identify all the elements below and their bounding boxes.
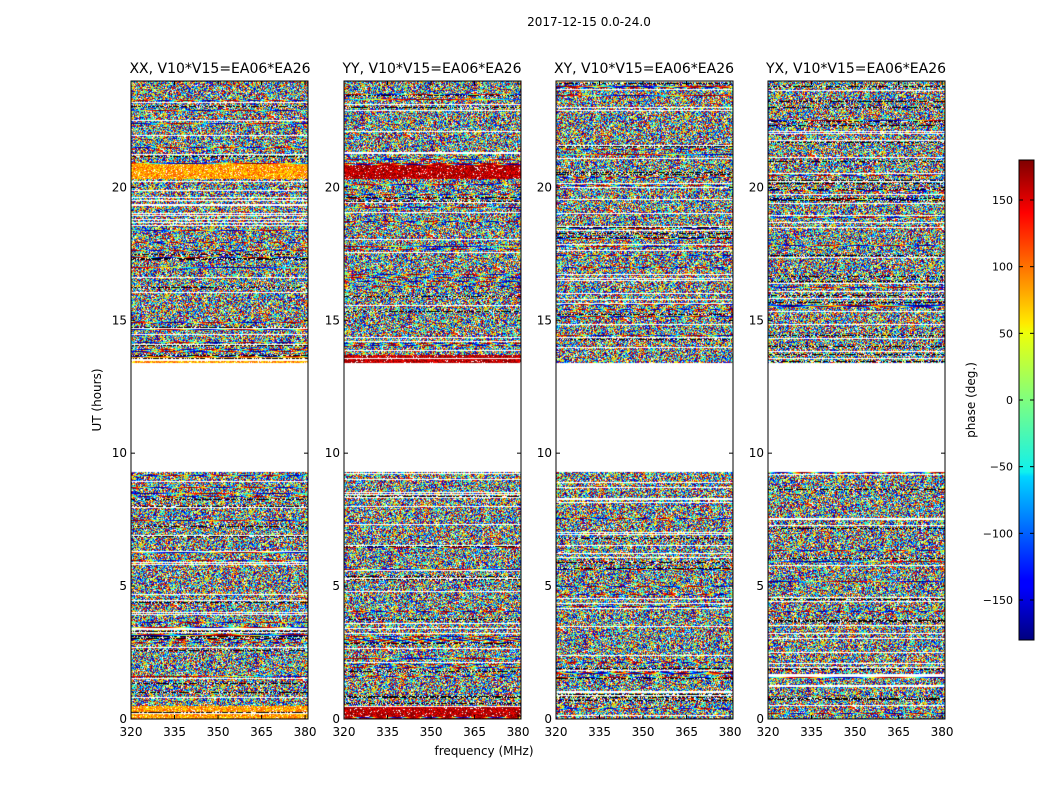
x-tick-label: 380 [719, 725, 742, 739]
y-tick-label: 0 [544, 712, 552, 726]
y-tick-label: 20 [325, 180, 340, 194]
x-tick-label: 380 [294, 725, 317, 739]
panel-title-yy: YY, V10*V15=EA06*EA26 [342, 61, 522, 77]
axes-frame [767, 80, 946, 720]
y-tick-label: 0 [756, 712, 764, 726]
x-axis-label: frequency (MHz) [434, 744, 533, 758]
x-tick-label: 320 [120, 725, 143, 739]
x-tick-label: 365 [675, 725, 698, 739]
panel-title-xy: XY, V10*V15=EA06*EA26 [554, 61, 734, 77]
y-tick-label: 20 [749, 180, 764, 194]
y-tick-label: 10 [749, 446, 764, 460]
y-tick-label: 5 [756, 579, 764, 593]
axes-frame [343, 80, 522, 720]
y-tick-label: 15 [112, 313, 127, 327]
colorbar-label: phase (deg.) [964, 362, 978, 438]
waterfall-image-xy [556, 81, 733, 719]
axes-frame [555, 80, 734, 720]
waterfall-image-yy [344, 81, 521, 719]
x-tick-label: 350 [844, 725, 867, 739]
colorbar-tick-label: 0 [1006, 394, 1013, 407]
waterfall-image-yx [768, 81, 945, 719]
colorbar-tick-label: −150 [983, 594, 1013, 607]
y-tick-label: 15 [537, 313, 552, 327]
y-tick-label: 0 [119, 712, 127, 726]
colorbar-tick-label: −50 [990, 461, 1013, 474]
x-tick-label: 380 [507, 725, 530, 739]
colorbar-tick-label: 100 [992, 261, 1013, 274]
x-tick-label: 335 [163, 725, 186, 739]
panel-xy: XY, V10*V15=EA06*EA26 320 335 350 365 380 0 5 1… [537, 61, 742, 739]
suptitle: 2017-12-15 0.0-24.0 [527, 15, 651, 29]
y-tick-label: 15 [325, 313, 340, 327]
y-tick-label: 5 [544, 579, 552, 593]
panel-title-xx: XX, V10*V15=EA06*EA26 [129, 61, 310, 77]
panel-title-yx: YX, V10*V15=EA06*EA26 [765, 61, 946, 77]
y-axis-label: UT (hours) [90, 368, 104, 431]
colorbar: phase (deg.) 150 100 50 0 −50 −100 −150 [964, 159, 1035, 641]
y-tick-label: 10 [112, 446, 127, 460]
y-tick-label: 5 [332, 579, 340, 593]
y-tick-label: 20 [112, 180, 127, 194]
x-tick-label: 365 [463, 725, 486, 739]
y-tick-label: 15 [749, 313, 764, 327]
axes-frame [130, 80, 309, 720]
panel-yx: YX, V10*V15=EA06*EA26 320 335 350 365 380 0 5 1… [749, 61, 954, 739]
y-tick-label: 10 [537, 446, 552, 460]
x-tick-label: 350 [420, 725, 443, 739]
colorbar-tick-label: 50 [999, 327, 1013, 340]
x-tick-label: 365 [250, 725, 273, 739]
y-tick-label: 20 [537, 180, 552, 194]
colorbar-tick-label: −100 [983, 527, 1013, 540]
y-tick-label: 10 [325, 446, 340, 460]
x-tick-label: 335 [588, 725, 611, 739]
x-tick-label: 350 [632, 725, 655, 739]
x-tick-label: 380 [931, 725, 954, 739]
x-tick-label: 365 [887, 725, 910, 739]
waterfall-image-xx [131, 81, 308, 719]
x-tick-label: 320 [545, 725, 568, 739]
colorbar-tick-label: 150 [992, 194, 1013, 207]
x-tick-label: 335 [376, 725, 399, 739]
x-tick-label: 350 [207, 725, 230, 739]
y-tick-label: 0 [332, 712, 340, 726]
x-tick-label: 320 [333, 725, 356, 739]
panel-yy: YY, V10*V15=EA06*EA26 320 335 350 365 380 0 5 1… [325, 61, 530, 739]
x-tick-label: 320 [757, 725, 780, 739]
x-tick-label: 335 [800, 725, 823, 739]
panel-xx: XX, V10*V15=EA06*EA26 320 335 350 365 380 0 5 1… [112, 61, 317, 739]
y-tick-label: 5 [119, 579, 127, 593]
